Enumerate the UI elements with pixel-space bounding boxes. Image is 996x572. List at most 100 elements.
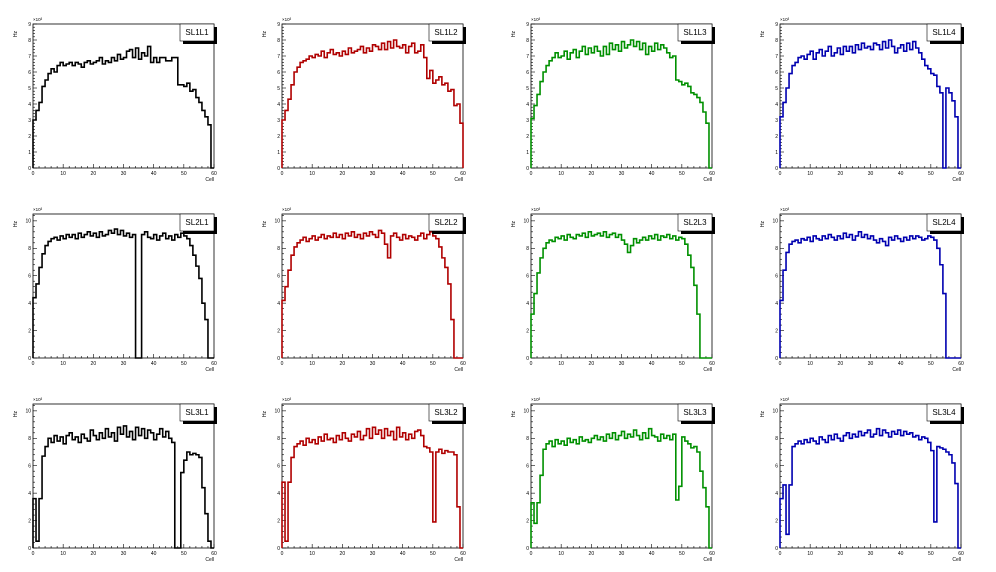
x-tick-label: 20 [91,171,97,177]
histogram-panel-sl3l1: 0 10 20 30 40 50 60 0 2 4 6 8 10 ×10³ Hz Cell SL3L1 [0,380,249,570]
histogram-line [32,425,214,549]
x-tick-label: 50 [679,171,685,177]
y-tick-label: 0 [28,166,31,172]
y-tick-label: 1 [28,150,31,156]
x-tick-label: 60 [460,171,466,177]
y-tick-label: 6 [277,464,280,470]
plot-frame [530,403,713,549]
histogram-line [281,39,464,168]
y-tick-label: 6 [28,274,31,280]
x-tick-label: 20 [589,171,595,177]
x-tick-label: 40 [151,361,157,367]
y-tick-label: 6 [775,464,778,470]
x-tick-label: 0 [779,551,782,557]
x-tick-label: 30 [868,361,874,367]
histogram-svg: 0 10 20 30 40 50 60 0 1 2 3 4 5 6 7 8 9×10³ Hz Cell SL1L3 [511,17,715,183]
y-tick-label: 6 [775,70,778,76]
y-tick-label: 10 [274,409,280,415]
y-axis-title: Hz [13,30,19,37]
y-axis-title: Hz [760,220,766,227]
y-tick-label: 10 [523,409,529,415]
x-tick-label: 0 [281,551,284,557]
plot-frame [779,23,962,169]
x-tick-label: 10 [558,171,564,177]
x-tick-label: 30 [121,361,127,367]
y-tick-label: 0 [277,546,280,552]
y-axis-title: Hz [760,30,766,37]
y-tick-label: 3 [526,118,529,124]
histogram-line [32,228,214,359]
y-tick-label: 0 [277,356,280,362]
x-tick-label: 0 [32,361,35,367]
y-tick-label: 2 [28,134,31,140]
x-tick-label: 60 [460,551,466,557]
y-tick-label: 0 [277,166,280,172]
histogram-panel-sl1l4: 0 10 20 30 40 50 60 0 1 2 3 4 5 6 7 8 9 ×10³ Hz Cell SL1L4 [747,0,996,190]
histogram-svg: 0 10 20 30 40 50 60 0 2 4 6 8 10 ×10³ Hz Cell SL2L4 [760,207,964,373]
y-tick-label: 2 [775,518,778,524]
x-tick-label: 20 [589,551,595,557]
x-tick-label: 0 [32,551,35,557]
y-tick-label: 6 [775,274,778,280]
x-tick-label: 10 [807,171,813,177]
x-tick-label: 50 [679,361,685,367]
y-exponent-label: ×10³ [33,397,43,402]
y-tick-label: 10 [274,219,280,225]
histogram-line [530,427,712,549]
x-axis-title: Cell [952,557,961,563]
histogram-panel-sl3l2: 0 10 20 30 40 50 60 0 2 4 6 8 10 ×10³ Hz Cell SL3L2 [249,380,498,570]
x-tick-label: 20 [589,361,595,367]
x-tick-label: 60 [211,171,217,177]
y-tick-label: 0 [526,356,529,362]
y-exponent-label: ×10³ [531,17,541,22]
histogram-panel-sl2l2: 0 10 20 30 40 50 60 0 2 4 6 8 10 ×10³ Hz Cell SL2L2 [249,190,498,380]
y-axis-title: Hz [262,30,268,37]
y-tick-label: 0 [526,546,529,552]
legend-title: SL1L2 [434,28,458,37]
x-tick-label: 50 [181,171,187,177]
y-tick-label: 3 [775,118,778,124]
y-tick-label: 1 [775,150,778,156]
histogram-svg: 0 10 20 30 40 50 60 0 2 4 6 8 10 ×10³ Hz Cell SL2L2 [262,207,466,373]
legend-box [179,23,215,42]
legend-title: SL1L4 [932,28,956,37]
legend-box [926,403,962,422]
x-tick-label: 10 [807,361,813,367]
legend-title: SL2L1 [185,218,209,227]
histogram-line [530,231,712,359]
y-tick-label: 8 [775,246,778,252]
legend-title: SL1L1 [185,28,209,37]
y-tick-label: 8 [277,246,280,252]
y-exponent-label: ×10³ [282,397,292,402]
y-tick-label: 0 [775,166,778,172]
legend-box [926,23,962,42]
histogram-panel-sl2l1: 0 10 20 30 40 50 60 0 2 4 6 8 10 ×10³ Hz Cell SL2L1 [0,190,249,380]
x-tick-label: 60 [211,361,217,367]
y-tick-label: 4 [28,301,31,307]
legend-box [677,403,713,422]
y-tick-label: 6 [277,274,280,280]
y-tick-label: 4 [277,102,280,108]
x-tick-label: 30 [370,361,376,367]
histogram-svg: 0 10 20 30 40 50 60 0 2 4 6 8 10 ×10³ Hz Cell SL3L3 [511,397,715,563]
y-tick-label: 2 [775,328,778,334]
x-tick-label: 40 [649,171,655,177]
y-tick-label: 8 [277,38,280,44]
y-tick-label: 6 [277,70,280,76]
x-tick-label: 40 [151,551,157,557]
y-exponent-label: ×10³ [531,397,541,402]
y-tick-label: 10 [772,219,778,225]
histogram-line [281,229,463,359]
y-axis-title: Hz [262,220,268,227]
x-tick-label: 0 [32,171,35,177]
y-tick-label: 5 [775,86,778,92]
legend-title: SL3L2 [434,408,458,417]
y-tick-label: 10 [772,409,778,415]
x-tick-label: 10 [558,361,564,367]
histogram-line [281,426,463,549]
x-axis-title: Cell [454,557,463,563]
legend-title: SL2L2 [434,218,458,227]
legend-box [428,23,464,42]
x-tick-label: 10 [60,551,66,557]
